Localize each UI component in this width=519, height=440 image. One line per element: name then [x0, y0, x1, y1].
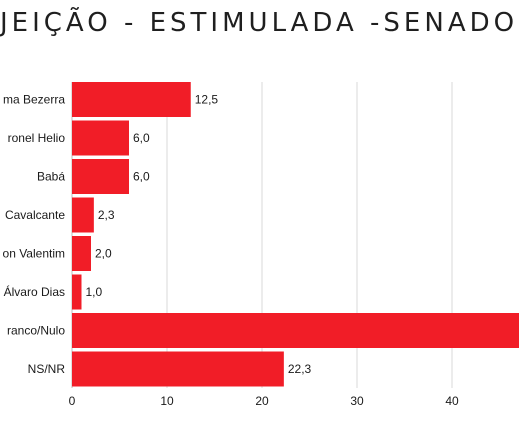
- bar: [72, 159, 129, 194]
- bar: [72, 120, 129, 156]
- bar: [72, 274, 82, 310]
- value-label: 2,0: [95, 247, 112, 261]
- category-label: Álvaro Dias: [4, 284, 65, 299]
- x-tick-label: 40: [445, 394, 459, 408]
- value-label: 6,0: [133, 131, 150, 145]
- category-label: Cavalcante: [5, 208, 65, 222]
- category-label: ronel Helio: [8, 131, 66, 145]
- category-labels: ma Bezerra ronel Helio Babá Cavalcante on Va…: [3, 93, 66, 377]
- bar: [72, 82, 191, 117]
- value-label: 12,5: [195, 93, 219, 107]
- value-labels: 12,5 6,0 6,0 2,3 2,0 1,0 22,3: [86, 93, 312, 377]
- category-label: Babá: [37, 170, 65, 184]
- x-tick-label: 20: [255, 394, 269, 408]
- value-label: 1,0: [86, 285, 103, 299]
- x-tick-label: 0: [69, 394, 76, 408]
- x-axis-ticks: 0 10 20 30 40: [69, 394, 459, 408]
- value-label: 22,3: [288, 362, 312, 376]
- bars: [72, 82, 519, 387]
- category-label: on Valentim: [3, 247, 65, 261]
- x-tick-label: 10: [160, 394, 174, 408]
- value-label: 6,0: [133, 170, 150, 184]
- bar: [72, 236, 91, 271]
- category-label: ma Bezerra: [3, 93, 65, 107]
- bar: [72, 313, 519, 348]
- x-tick-label: 30: [350, 394, 364, 408]
- category-label: ranco/Nulo: [7, 324, 65, 338]
- category-label: NS/NR: [28, 362, 66, 376]
- bar: [72, 351, 284, 387]
- chart-title: JEIÇÃO - ESTIMULADA -SENADOR: [0, 8, 519, 38]
- bar: [72, 197, 94, 233]
- value-label: 2,3: [98, 208, 115, 222]
